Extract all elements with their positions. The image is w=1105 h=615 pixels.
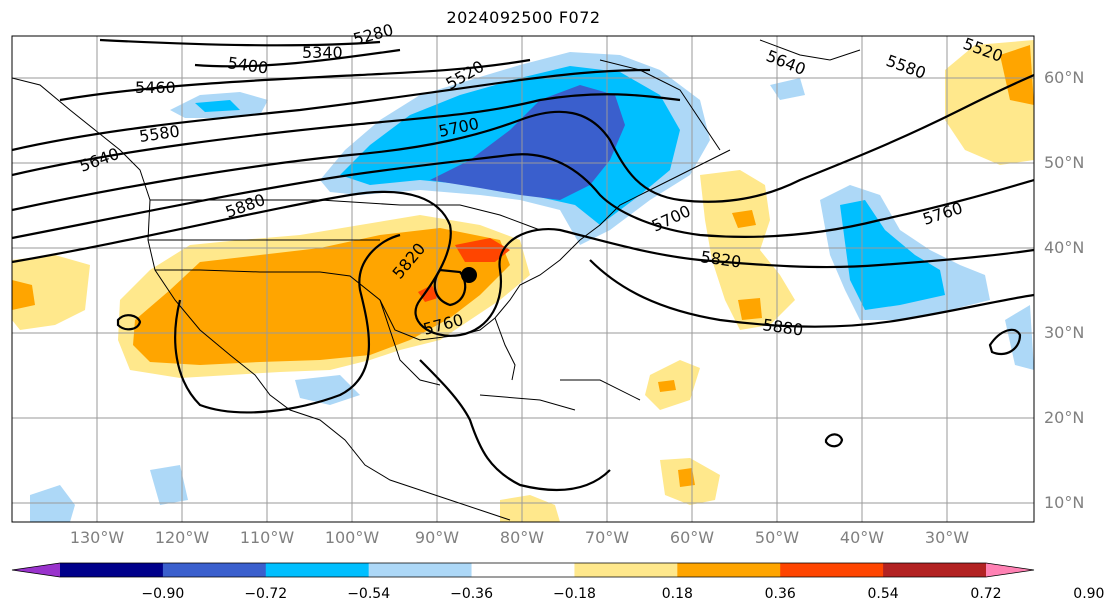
lat-label-60n: 60°N (1044, 68, 1085, 87)
lon-label-100w: 100°W (324, 528, 380, 547)
contour-label: 5340 (302, 43, 343, 62)
lon-label-50w: 50°W (754, 528, 800, 547)
anomaly-shading (12, 40, 1034, 522)
colorbar-tick-label: −0.54 (347, 586, 391, 602)
positive-anomaly-strong (455, 238, 510, 262)
colorbar-tick-label: −0.36 (450, 586, 493, 602)
colorbar-segment (162, 563, 267, 577)
lat-label-50n: 50°N (1044, 153, 1085, 172)
negative-anomaly-sw2 (150, 465, 188, 505)
positive-anomaly-west-mid (12, 280, 35, 310)
colorbar (11, 562, 1035, 578)
negative-anomaly-greenland (770, 78, 805, 100)
colorbar-segment (60, 563, 164, 577)
lon-label-130w: 130°W (69, 528, 125, 547)
negative-anomaly-pacific-mid (195, 100, 240, 112)
colorbar-segment (265, 563, 370, 577)
positive-anomaly-atlantic-mid2 (738, 298, 762, 320)
negative-anomaly-atlantic-mid (840, 200, 945, 310)
positive-anomaly-west (12, 255, 90, 330)
positive-anomaly-atlantic (700, 170, 795, 330)
lon-label-60w: 60°W (669, 528, 715, 547)
colorbar-tick-label: 0.72 (970, 586, 1002, 602)
positive-anomaly-atlantic-mid (732, 210, 756, 228)
colorbar-extend-low (12, 563, 60, 577)
lat-label-20n: 20°N (1044, 408, 1085, 427)
storm-center-marker (461, 267, 477, 283)
negative-anomaly-mexico (295, 375, 360, 405)
positive-anomaly-ne-mid (1000, 45, 1034, 105)
colorbar-tick-label: 0.54 (867, 586, 899, 602)
map-title: 2024092500 F072 (446, 8, 601, 27)
colorbar-tick-label: 0.90 (1073, 586, 1105, 602)
colorbar-outline (11, 562, 1035, 578)
colorbar-segment (368, 563, 473, 577)
lat-label-30n: 30°N (1044, 323, 1085, 342)
colorbar-tick-label: 0.18 (661, 586, 693, 602)
contour-label: 5460 (135, 78, 176, 97)
height-contours (12, 38, 1034, 492)
lat-label-40n: 40°N (1044, 238, 1085, 257)
colorbar-tick-label: −0.72 (244, 586, 288, 602)
colorbar-segment (677, 563, 781, 577)
colorbar-segment (780, 563, 884, 577)
lat-label-10n: 10°N (1044, 493, 1085, 512)
colorbar-tick-label: 0.36 (764, 586, 796, 602)
colorbar-tick-label: −0.90 (141, 586, 185, 602)
lon-label-90w: 90°W (414, 528, 460, 547)
lon-label-40w: 40°W (839, 528, 885, 547)
colorbar-segment (574, 563, 678, 577)
positive-anomaly-mid (133, 228, 510, 365)
coastlines (12, 39, 861, 521)
lon-label-30w: 30°W (924, 528, 970, 547)
positive-anomaly-central-am (500, 495, 560, 522)
graticule (12, 36, 1034, 522)
positive-anomaly-caribbean-mid (678, 468, 695, 487)
positive-anomaly-atl2-mid (658, 380, 676, 392)
lon-label-110w: 110°W (239, 528, 295, 547)
lon-label-80w: 80°W (499, 528, 545, 547)
colorbar-tick-label: −0.18 (552, 586, 596, 602)
colorbar-segment (471, 563, 575, 577)
colorbar-segment (883, 563, 987, 577)
colorbar-extend-high (986, 563, 1034, 577)
lon-label-120w: 120°W (154, 528, 210, 547)
lon-label-70w: 70°W (584, 528, 630, 547)
